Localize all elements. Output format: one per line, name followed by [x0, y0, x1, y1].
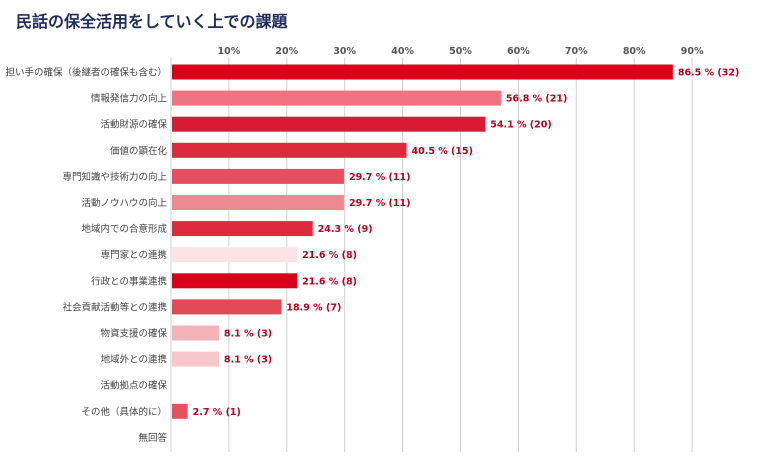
data-label: 8.1 % (3) — [224, 355, 272, 366]
x-tick-label: 20% — [275, 46, 298, 57]
bar — [172, 273, 298, 289]
data-label: 18.9 % (7) — [286, 302, 341, 313]
category-label: 活動拠点の確保 — [100, 380, 167, 392]
bar — [172, 195, 344, 210]
bar — [172, 351, 219, 367]
category-label: 担い手の確保（後継者の確保も含む） — [5, 67, 167, 79]
x-tick-label: 70% — [565, 46, 588, 57]
bar — [172, 168, 344, 184]
category-label: 活動財源の確保 — [100, 119, 167, 131]
category-label: 専門知識や技術力の向上 — [62, 171, 167, 183]
data-label: 54.1 % (20) — [490, 120, 551, 131]
category-label: 物資支援の確保 — [100, 328, 167, 340]
data-label: 56.8 % (21) — [506, 94, 567, 105]
bar — [172, 221, 313, 237]
bar — [172, 403, 188, 419]
category-label: 専門家との連携 — [101, 249, 167, 261]
data-label: 86.5 % (32) — [678, 68, 739, 79]
bar — [172, 90, 501, 106]
data-label: 21.6 % (8) — [302, 250, 357, 261]
x-tick-label: 30% — [333, 46, 356, 57]
x-tick-label: 80% — [623, 46, 646, 57]
chart-title: 民話の保全活用をしていく上での課題 — [16, 12, 288, 31]
data-label: 2.7 % (1) — [193, 407, 241, 418]
data-label: 29.7 % (11) — [349, 172, 410, 183]
category-label: 無回答 — [138, 432, 167, 444]
category-label: 情報発信力の向上 — [91, 93, 168, 105]
category-label: 地域内での合意形成 — [81, 223, 167, 235]
data-label: 29.7 % (11) — [349, 198, 410, 209]
bar — [172, 325, 219, 341]
x-tick-label: 10% — [218, 46, 241, 57]
data-label: 40.5 % (15) — [411, 146, 472, 157]
data-label: 21.6 % (8) — [302, 276, 357, 287]
bar — [172, 142, 407, 158]
category-label: 活動ノウハウの向上 — [81, 197, 167, 209]
category-label: 行政との事業連携 — [91, 275, 167, 287]
bar — [172, 64, 673, 80]
category-label: その他（具体的に） — [81, 406, 167, 418]
category-label: 地域外との連携 — [101, 354, 167, 366]
data-label: 24.3 % (9) — [318, 224, 373, 235]
bar — [172, 299, 282, 315]
category-label: 価値の顕在化 — [110, 145, 168, 157]
x-tick-label: 50% — [449, 46, 472, 57]
bar — [172, 116, 486, 132]
x-tick-label: 60% — [507, 46, 530, 57]
bar — [172, 247, 298, 263]
category-label: 社会貢献活動等との連携 — [63, 301, 167, 313]
data-label: 8.1 % (3) — [224, 329, 272, 340]
x-tick-label: 90% — [681, 46, 704, 57]
x-tick-label: 40% — [391, 46, 414, 57]
